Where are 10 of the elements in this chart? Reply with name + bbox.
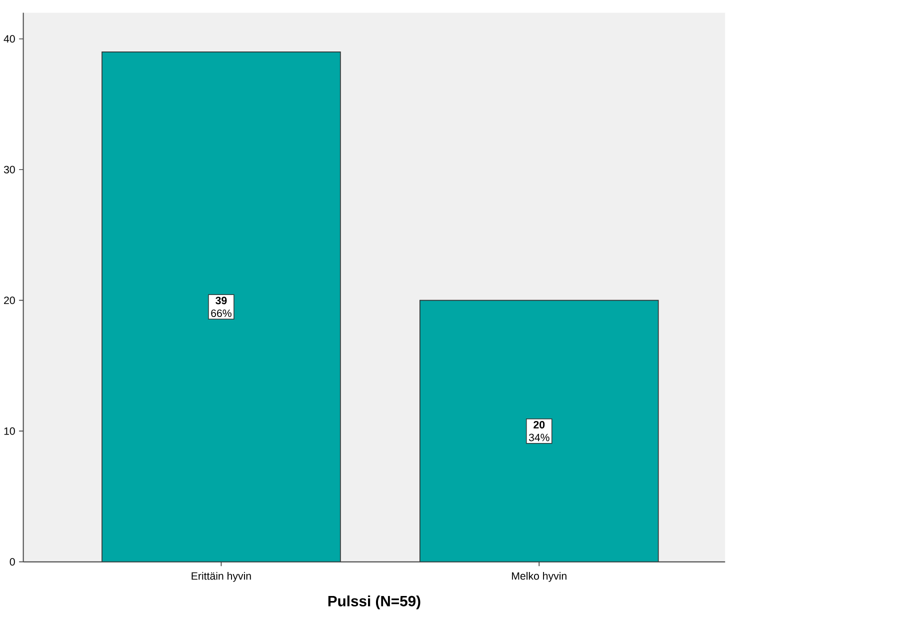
y-tick-label: 0	[10, 558, 15, 566]
x-tick-label: Erittäin hyvin	[192, 572, 251, 582]
y-tick-label: 10	[4, 427, 15, 435]
data-label: 39 66%	[211, 296, 232, 317]
data-label: 20 34%	[528, 420, 550, 442]
x-axis-title: Pulssi (N=59)	[328, 595, 420, 610]
y-tick-label: 30	[4, 166, 15, 174]
y-tick-label: 40	[4, 35, 15, 43]
y-tick-label: 20	[4, 296, 15, 304]
x-tick-label: Melko hyvin	[512, 572, 566, 582]
